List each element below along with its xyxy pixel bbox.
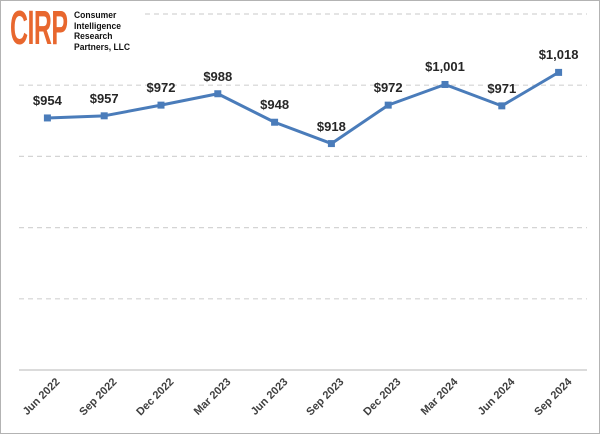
- data-label: $1,018: [538, 47, 579, 63]
- series-marker: [327, 140, 335, 148]
- company-name-line: Partners, LLC: [74, 41, 131, 52]
- series-marker: [43, 114, 51, 122]
- company-name-line: Consumer: [74, 10, 117, 20]
- series-marker: [100, 112, 108, 120]
- data-label: $948: [260, 97, 290, 113]
- series-marker: [157, 101, 165, 109]
- company-name: Consumer Intelligence Research Partners,…: [74, 9, 133, 52]
- cirp-logo: CIRP Consumer Intelligence Research Part…: [10, 2, 142, 55]
- series-line: [45, 70, 561, 146]
- company-name-line: Research: [74, 31, 113, 41]
- cirp-brand-text: CIRP: [10, 2, 68, 55]
- data-label: $988: [203, 68, 233, 84]
- cirp-logo-mark: CIRP: [10, 2, 72, 55]
- data-label: $918: [316, 118, 346, 134]
- series-marker: [555, 68, 563, 76]
- data-label: $1,001: [425, 59, 465, 75]
- data-label: $972: [373, 80, 403, 96]
- data-label: $954: [32, 92, 62, 108]
- company-name-line: Intelligence: [74, 20, 122, 31]
- data-label: $957: [89, 90, 119, 106]
- data-label: $971: [487, 80, 517, 96]
- data-label: $972: [146, 80, 176, 96]
- series-marker: [441, 80, 449, 88]
- series-marker: [214, 90, 222, 98]
- series-marker: [498, 102, 506, 110]
- series-marker: [384, 101, 392, 109]
- series-marker: [271, 118, 279, 126]
